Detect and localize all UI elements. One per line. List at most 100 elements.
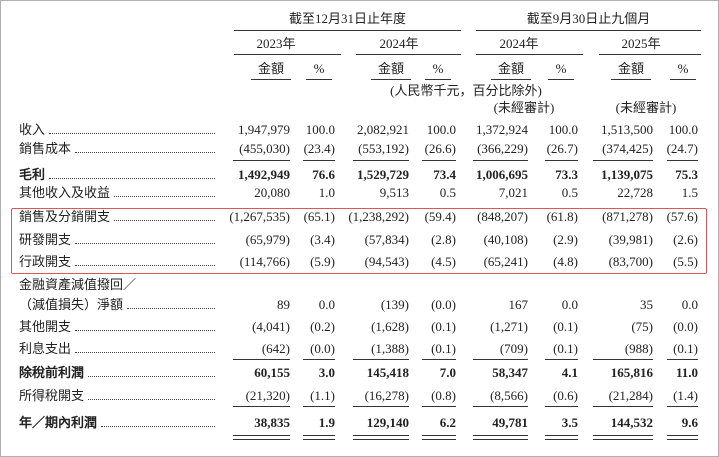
percent-cell: (57.6) <box>666 209 698 224</box>
leader <box>127 308 215 309</box>
amount-cell: (1,628) <box>371 319 409 334</box>
percent-cell: (0.8) <box>431 388 456 403</box>
percent-cell: (4.5) <box>431 254 456 269</box>
rule <box>545 439 578 440</box>
row-label-text: 銷售成本 <box>19 141 72 156</box>
leader <box>88 399 215 400</box>
row-label-text: 毛利 <box>19 167 46 182</box>
amount-cell: (709) <box>499 341 528 356</box>
rule <box>234 54 341 55</box>
rule <box>353 160 409 161</box>
amount-cell: 9,513 <box>379 185 409 200</box>
amount-cell: (366,229) <box>477 141 528 156</box>
rule <box>303 435 335 436</box>
amount-cell: (21,284) <box>608 388 653 403</box>
amount-cell: (83,700) <box>608 254 653 269</box>
leader <box>114 196 215 197</box>
percent-cell: 11.0 <box>675 365 698 380</box>
row-label-text: 其他開支 <box>19 319 72 334</box>
rule <box>233 359 290 360</box>
rule <box>667 160 698 161</box>
row-label: 其他開支 <box>19 319 215 335</box>
percent-cell: 1.9 <box>318 415 335 430</box>
highlight-box <box>11 208 707 274</box>
year-header: 2024年 <box>379 36 419 51</box>
percent-cell: (0.1) <box>553 341 578 356</box>
amount-cell: 7,021 <box>498 185 528 200</box>
rule <box>667 435 698 436</box>
rule <box>425 79 451 80</box>
percent-cell: 4.1 <box>561 365 578 380</box>
leader <box>114 220 215 221</box>
row-label: 金融資產減值撥回／ <box>19 277 215 293</box>
percent-cell: (0.1) <box>431 319 456 334</box>
amount-cell: 1,006,695 <box>476 167 528 182</box>
amount-cell: (455,030) <box>239 141 290 156</box>
percent-cell: 6.2 <box>439 415 456 430</box>
amount-cell: (374,425) <box>602 141 653 156</box>
rule <box>545 406 578 407</box>
amount-cell: 167 <box>508 297 529 312</box>
row-label-text: 所得稅開支 <box>19 388 85 403</box>
percent-header: % <box>432 61 444 76</box>
amount-cell: (16,278) <box>364 388 409 403</box>
percent-header: % <box>313 61 325 76</box>
amount-cell: 165,816 <box>610 365 653 380</box>
rule <box>422 160 456 161</box>
rule <box>611 79 651 80</box>
row-label: 毛利 <box>19 167 215 183</box>
rule <box>353 439 409 440</box>
rule <box>593 439 653 440</box>
row-label: 行政開支 <box>19 254 215 270</box>
unaudited-note: (未經審計) <box>615 100 677 115</box>
amount-cell: (114,766) <box>239 254 290 269</box>
amount-cell: 1,139,075 <box>601 167 653 182</box>
rule <box>233 406 290 407</box>
rule <box>303 439 335 440</box>
rule <box>593 160 653 161</box>
unaudited-note: (未經審計) <box>493 100 555 115</box>
percent-cell: 7.0 <box>439 365 456 380</box>
percent-cell: (5.5) <box>673 254 698 269</box>
amount-cell: 60,155 <box>254 365 290 380</box>
amount-cell: 38,835 <box>254 415 290 430</box>
rule <box>593 359 653 360</box>
percent-cell: (23.4) <box>303 141 335 156</box>
rule <box>233 435 290 436</box>
row-label-text: 銷售及分銷開支 <box>19 209 111 224</box>
amount-cell: (1,388) <box>371 341 409 356</box>
amount-cell: 129,140 <box>366 415 409 430</box>
percent-cell: (61.8) <box>546 209 578 224</box>
percent-header: % <box>677 61 689 76</box>
leader <box>75 243 215 244</box>
amount-cell: 35 <box>640 297 653 312</box>
leader <box>88 376 215 377</box>
rule <box>545 160 578 161</box>
amount-cell: (553,192) <box>358 141 409 156</box>
percent-cell: (0.0) <box>673 319 698 334</box>
amount-header: 金額 <box>617 61 645 76</box>
row-label-text: 其他收入及收益 <box>19 185 111 200</box>
year-header: 2024年 <box>499 36 539 51</box>
row-label: 收入 <box>19 122 215 138</box>
rule <box>599 54 701 55</box>
unit-note: (人民幣千元，百分比除外) <box>390 83 542 98</box>
amount-cell: (40,108) <box>483 232 528 247</box>
rule <box>491 79 531 80</box>
year-header: 2025年 <box>621 36 661 51</box>
rule <box>593 406 653 407</box>
rule <box>233 160 290 161</box>
rule <box>476 54 583 55</box>
row-label-text: （減值損失）淨額 <box>19 297 124 312</box>
percent-cell: 3.0 <box>318 365 335 380</box>
percent-cell: (2.6) <box>673 232 698 247</box>
rule <box>422 435 456 436</box>
percent-cell: 1.5 <box>681 185 698 200</box>
amount-cell: 22,728 <box>617 185 653 200</box>
amount-cell: (1,267,535) <box>229 209 290 224</box>
rule <box>670 79 696 80</box>
percent-cell: (24.7) <box>666 141 698 156</box>
year-header: 2023年 <box>256 36 296 51</box>
amount-cell: (4,041) <box>252 319 290 334</box>
